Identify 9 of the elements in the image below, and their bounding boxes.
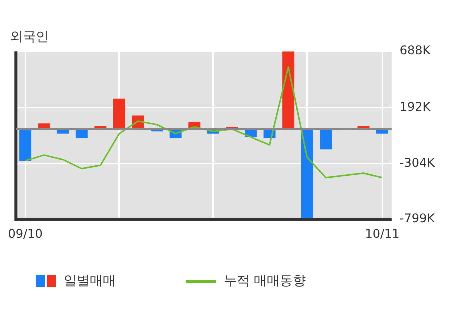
- x-tick-label: 09/10: [8, 226, 43, 241]
- y-tick-label: -799K: [400, 212, 436, 226]
- y-tick-label: -304K: [400, 156, 436, 170]
- y-tick-label: 192K: [400, 100, 432, 114]
- chart-title: 외국인: [10, 30, 49, 46]
- x-tick-label: 10/11: [365, 226, 400, 241]
- legend-label: 일별매매: [64, 273, 116, 290]
- y-tick-label: 688K: [400, 44, 432, 58]
- legend-label: 누적 매매동향: [224, 273, 306, 290]
